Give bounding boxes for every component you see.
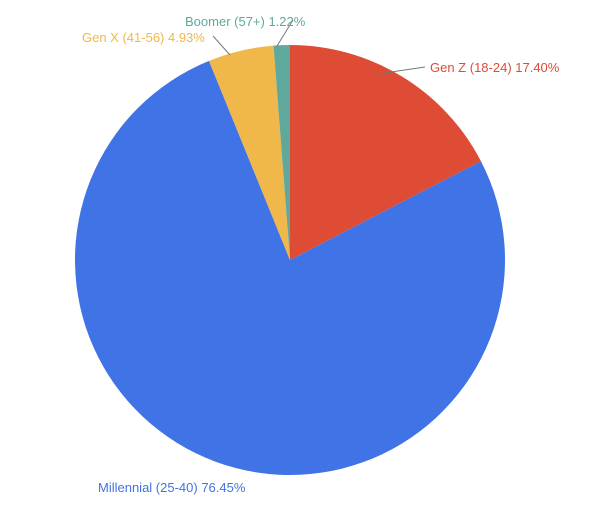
pie-chart: Gen Z (18-24) 17.40% Millennial (25-40) 7… xyxy=(0,0,600,508)
slice-label: Gen X (41-56) 4.93% xyxy=(82,30,205,46)
slice-label: Gen Z (18-24) 17.40% xyxy=(430,60,559,76)
slice-label: Boomer (57+) 1.22% xyxy=(185,14,305,30)
pie-svg xyxy=(0,0,600,508)
slice-label: Millennial (25-40) 76.45% xyxy=(98,480,245,496)
